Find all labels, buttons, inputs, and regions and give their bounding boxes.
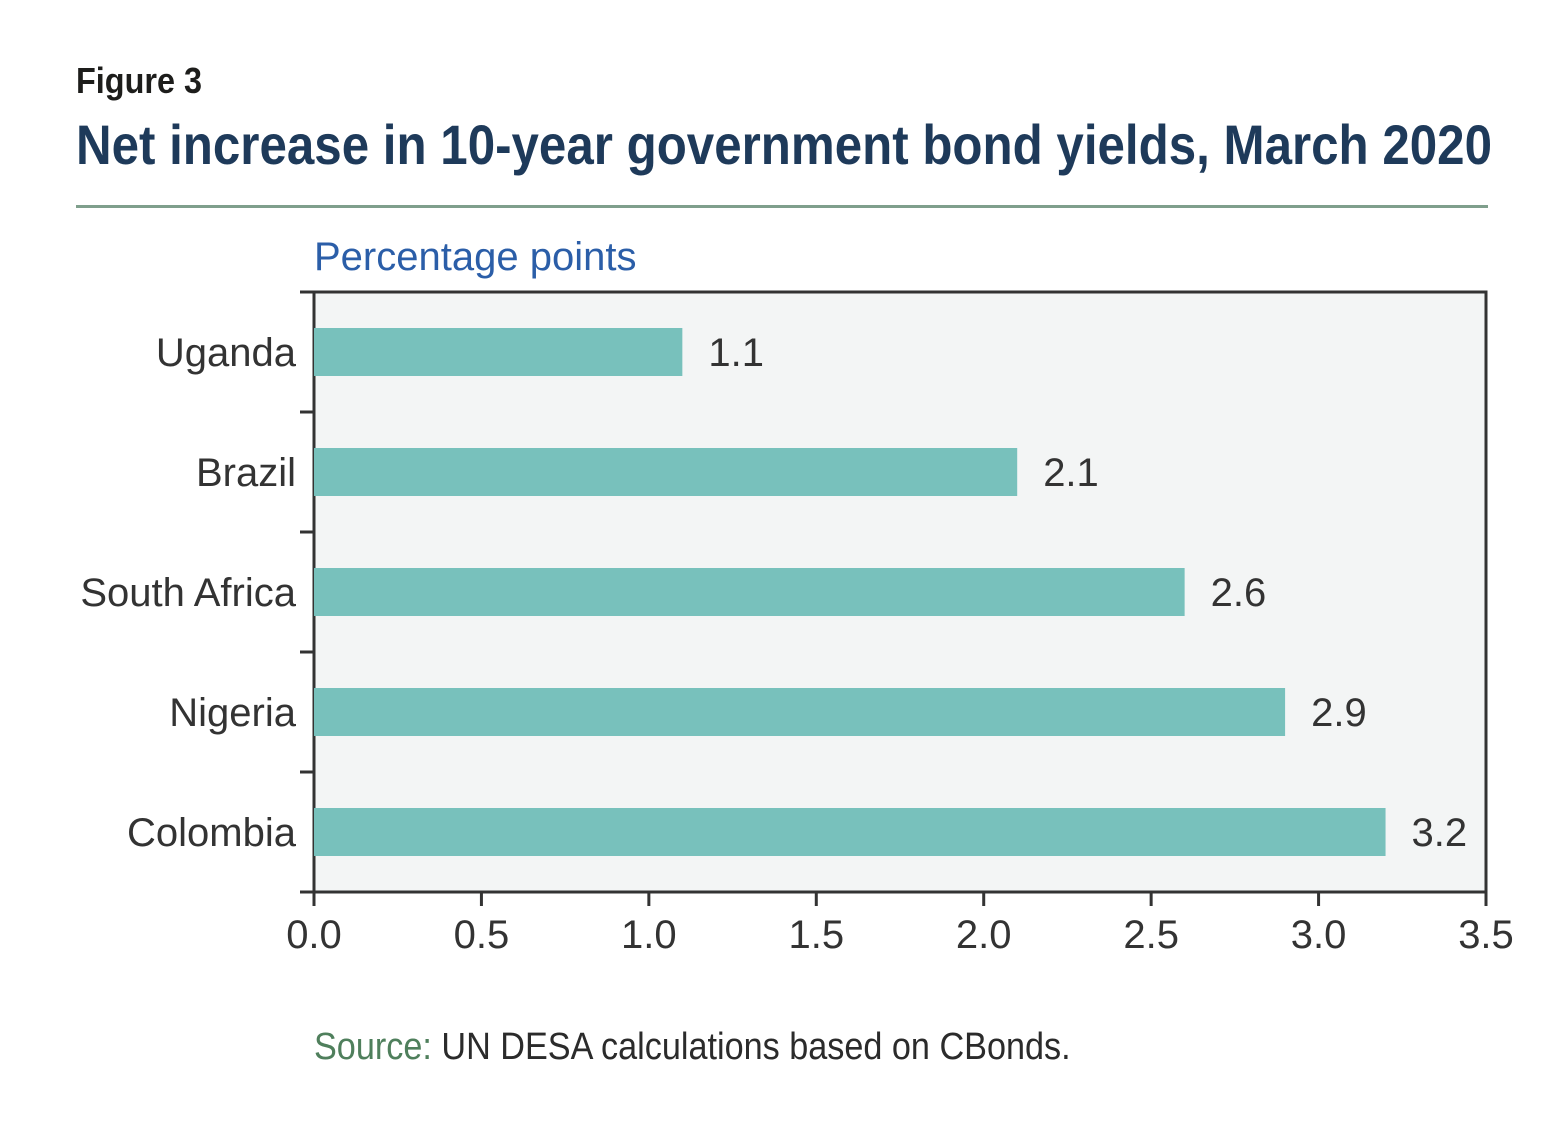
- title-divider: [76, 205, 1488, 208]
- x-tick-label: 1.5: [788, 913, 844, 957]
- data-label: 1.1: [708, 331, 764, 375]
- x-tick-label: 0.5: [454, 913, 510, 957]
- x-tick-label: 2.0: [956, 913, 1012, 957]
- x-tick-label: 1.0: [621, 913, 677, 957]
- source-note: Source: UN DESA calculations based on CB…: [314, 1026, 1071, 1069]
- source-text: UN DESA calculations based on CBonds.: [431, 1026, 1071, 1068]
- category-label: Colombia: [127, 811, 297, 855]
- bar-uganda: [314, 328, 683, 376]
- category-label: South Africa: [80, 571, 296, 615]
- bar-colombia: [314, 808, 1386, 856]
- data-label: 2.9: [1311, 691, 1367, 735]
- axis-layer: Uganda Brazil South Africa Nigeria Colombia 0…: [80, 290, 1514, 957]
- data-label: 2.1: [1043, 451, 1099, 495]
- figure-label: Figure 3: [76, 60, 203, 101]
- category-label: Brazil: [196, 451, 296, 495]
- source-label: Source:: [314, 1026, 432, 1068]
- bar-south-africa: [314, 568, 1185, 616]
- bar-chart: Percentage points 1.1 2.1 2.6 2.9 3.2 Uganda…: [80, 235, 1514, 957]
- x-tick-label: 0.0: [286, 913, 342, 957]
- data-label: 2.6: [1211, 571, 1267, 615]
- x-tick-label: 3.0: [1291, 913, 1347, 957]
- category-label: Uganda: [156, 331, 297, 375]
- x-tick-label: 3.5: [1458, 913, 1514, 957]
- bar-nigeria: [314, 688, 1286, 736]
- unit-label: Percentage points: [314, 235, 636, 279]
- data-label: 3.2: [1412, 811, 1468, 855]
- chart-title: Net increase in 10-year government bond …: [76, 113, 1492, 176]
- category-label: Nigeria: [169, 691, 296, 735]
- x-tick-label: 2.5: [1123, 913, 1179, 957]
- bars-layer: 1.1 2.1 2.6 2.9 3.2: [314, 328, 1467, 856]
- bar-brazil: [314, 448, 1018, 496]
